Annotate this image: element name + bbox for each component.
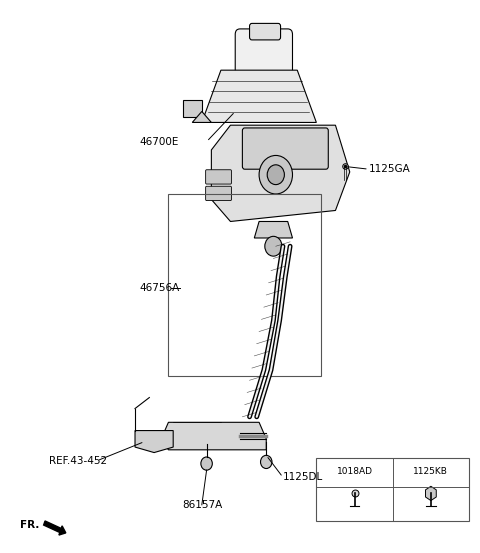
FancyBboxPatch shape <box>205 170 231 184</box>
Polygon shape <box>161 422 266 450</box>
Text: 1125DL: 1125DL <box>283 472 323 482</box>
Text: REF.43-452: REF.43-452 <box>49 456 107 466</box>
Bar <box>168 194 321 375</box>
Circle shape <box>265 236 282 256</box>
Circle shape <box>259 155 292 194</box>
Circle shape <box>267 165 284 185</box>
Text: 86157A: 86157A <box>183 500 223 510</box>
Circle shape <box>261 455 272 468</box>
FancyBboxPatch shape <box>250 23 281 40</box>
FancyBboxPatch shape <box>242 128 328 169</box>
Text: 1125GA: 1125GA <box>369 164 410 174</box>
Polygon shape <box>211 125 350 222</box>
Polygon shape <box>135 431 173 452</box>
Bar <box>316 458 469 521</box>
Text: FR.: FR. <box>21 520 40 530</box>
Polygon shape <box>202 70 316 122</box>
Text: 46756A: 46756A <box>140 283 180 293</box>
Polygon shape <box>425 486 436 500</box>
Polygon shape <box>183 101 202 117</box>
Text: 1125KB: 1125KB <box>413 467 448 477</box>
Text: 46700E: 46700E <box>140 137 179 147</box>
FancyArrow shape <box>44 521 66 535</box>
Circle shape <box>201 457 212 470</box>
Text: 1018AD: 1018AD <box>336 467 372 477</box>
FancyBboxPatch shape <box>205 186 231 201</box>
FancyBboxPatch shape <box>235 29 292 76</box>
Polygon shape <box>254 222 292 238</box>
Polygon shape <box>192 112 211 122</box>
